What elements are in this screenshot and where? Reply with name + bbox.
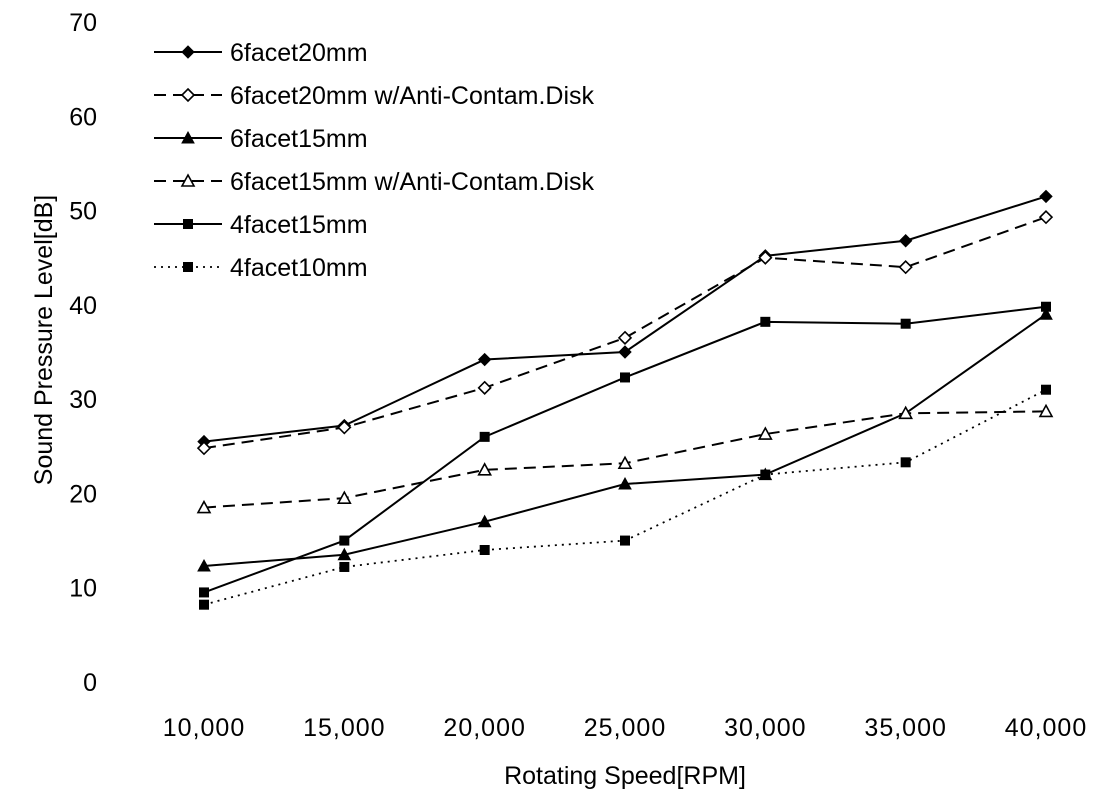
series-4-point-marker: [757, 426, 773, 440]
series-6-line: [203, 388, 1047, 606]
legend-point-marker: [181, 130, 195, 144]
legend-point-marker: [183, 219, 193, 229]
legend-item: 4facet15mm: [154, 211, 368, 239]
legend-label: 4facet15mm: [230, 211, 368, 239]
series-3-point-marker: [477, 514, 492, 528]
x-tick-label: 35,000: [864, 714, 946, 742]
series-5-point-marker: [339, 535, 350, 546]
legend: 6facet20mm 6facet20mm w/Anti-Contam.Disk 6…: [154, 39, 595, 282]
series-3-point-marker: [1039, 307, 1053, 320]
legend-item: 6facet15mm w/Anti-Contam.Disk: [154, 168, 595, 196]
legend-point-marker: [181, 45, 195, 59]
series-2-point-marker: [1038, 210, 1054, 225]
series-3-point-marker: [337, 547, 352, 561]
legend-label: 6facet20mm w/Anti-Contam.Disk: [230, 82, 595, 110]
legend-label: 6facet15mm: [230, 125, 368, 153]
series-4-point-marker: [898, 405, 914, 420]
legend-point-marker: [180, 87, 196, 103]
series-5-point-marker: [479, 431, 490, 442]
series-1-point-marker: [618, 345, 632, 359]
y-tick-label: 30: [69, 386, 97, 414]
y-axis-ticks: 0 10 20 30 40 50 60 70: [69, 9, 97, 697]
series-2-point-marker: [337, 420, 352, 435]
series-6-point-marker: [479, 545, 490, 555]
series-3-point-marker: [197, 558, 211, 572]
x-axis-ticks: 10,000 15,000 20,000 25,000 30,000 35,000 40,0…: [163, 714, 1087, 742]
series-6-point-marker: [339, 561, 350, 572]
y-tick-label: 50: [69, 198, 97, 226]
legend-point-marker: [183, 262, 193, 272]
x-tick-label: 10,000: [163, 714, 245, 742]
series-2-point-marker: [758, 250, 773, 265]
series-2-point-marker: [196, 441, 212, 456]
y-axis-title: Sound Pressure Level[dB]: [30, 195, 58, 485]
series-5-point-marker: [620, 372, 630, 383]
x-tick-label: 40,000: [1005, 714, 1087, 742]
legend-item: 6facet15mm: [154, 125, 368, 153]
series-4-point-marker: [477, 462, 493, 476]
series-4-point-marker: [1038, 403, 1054, 418]
series-2-point-marker: [898, 260, 913, 275]
legend-label: 4facet10mm: [230, 254, 368, 282]
series-4-point-marker: [336, 490, 352, 504]
series-1-point-marker: [898, 234, 913, 248]
series-6-point-marker: [199, 599, 209, 610]
legend-item: 6facet20mm w/Anti-Contam.Disk: [154, 82, 595, 110]
x-tick-label: 15,000: [303, 714, 385, 742]
series-5-point-marker: [1041, 301, 1051, 312]
series-2: [196, 210, 1054, 456]
series-6-point-marker: [620, 535, 630, 546]
series-2-point-marker: [617, 330, 633, 345]
x-axis-title: Rotating Speed[RPM]: [504, 762, 746, 790]
y-tick-label: 70: [69, 9, 97, 37]
series-5-point-marker: [900, 318, 911, 329]
y-tick-label: 60: [69, 103, 97, 131]
y-tick-label: 20: [69, 480, 97, 508]
legend-item: 6facet20mm: [154, 39, 368, 67]
series-5-point-marker: [760, 316, 771, 327]
series-1-point-marker: [1039, 189, 1053, 204]
series-layer: [196, 189, 1054, 610]
legend-label: 6facet15mm w/Anti-Contam.Disk: [230, 168, 595, 196]
series-5-point-marker: [199, 587, 209, 598]
series-2-point-marker: [477, 380, 492, 395]
y-tick-label: 40: [69, 292, 97, 320]
series-6-point-marker: [900, 457, 911, 468]
series-1-point-marker: [477, 352, 492, 367]
x-tick-label: 20,000: [443, 714, 525, 742]
series-4: [196, 403, 1054, 514]
series-4-point-marker: [617, 455, 633, 470]
series-6-point-marker: [760, 469, 771, 480]
x-tick-label: 25,000: [584, 714, 666, 742]
y-tick-label: 10: [69, 575, 97, 603]
legend-item: 4facet10mm: [154, 254, 368, 282]
x-tick-label: 30,000: [724, 714, 806, 742]
series-4-point-marker: [196, 499, 212, 514]
series-6: [199, 384, 1051, 610]
series-5: [199, 301, 1051, 598]
legend-point-marker: [180, 173, 196, 187]
series-6-point-marker: [1041, 384, 1051, 395]
series-3-point-marker: [618, 476, 632, 490]
legend-label: 6facet20mm: [230, 39, 368, 67]
y-tick-label: 0: [83, 669, 97, 697]
